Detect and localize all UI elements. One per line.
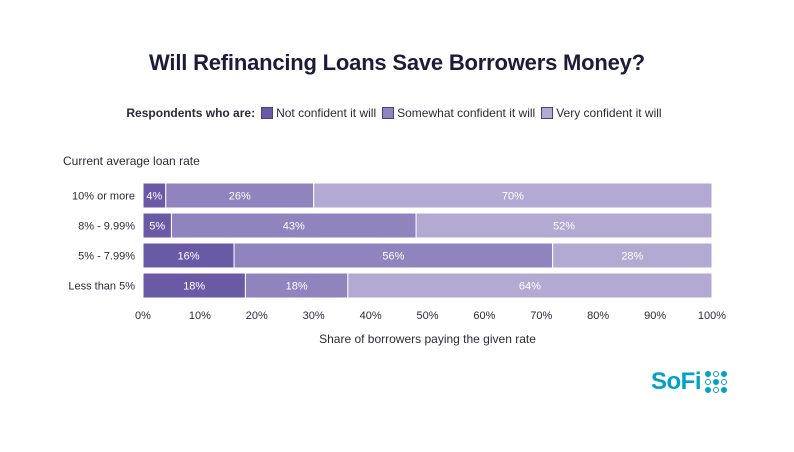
bar-not-confident-it-will-8-9-99 xyxy=(142,212,172,239)
bar-somewhat-confident-it-will-less-than-5 xyxy=(244,272,349,299)
data-label-somewhat-confident-it-will-8-9-99: 43% xyxy=(283,221,305,233)
data-label-not-confident-it-will-less-than-5: 18% xyxy=(183,281,205,293)
data-label-very-confident-it-will-8-9-99: 52% xyxy=(553,221,575,233)
data-label-very-confident-it-will-less-than-5: 64% xyxy=(519,281,541,293)
data-label-somewhat-confident-it-will-10-or-more: 26% xyxy=(229,191,251,203)
x-tick-3: 30% xyxy=(303,310,325,322)
legend-item-somewhat-confident: Somewhat confident it will xyxy=(382,106,535,120)
x-tick-4: 40% xyxy=(360,310,382,322)
legend-item-not-confident: Not confident it will xyxy=(261,106,376,120)
data-label-not-confident-it-will-8-9-99: 5% xyxy=(149,221,165,233)
legend-label-somewhat-confident: Somewhat confident it will xyxy=(397,106,536,120)
bar-very-confident-it-will-10-or-more xyxy=(313,182,713,209)
bar-very-confident-it-will-less-than-5 xyxy=(347,272,713,299)
x-tick-5: 50% xyxy=(416,310,438,322)
bar-very-confident-it-will-8-9-99 xyxy=(415,212,713,239)
x-tick-2: 20% xyxy=(246,310,268,322)
data-label-somewhat-confident-it-will-less-than-5: 18% xyxy=(286,281,308,293)
category-label-10-or-more: 10% or more xyxy=(72,191,135,203)
sofi-logo: SoFi xyxy=(651,368,727,396)
bar-very-confident-it-will-5-7-99 xyxy=(552,242,713,269)
x-tick-0: 0% xyxy=(135,310,151,322)
x-tick-7: 70% xyxy=(530,310,552,322)
logo-text: SoFi xyxy=(651,368,702,395)
legend-swatch-very-confident xyxy=(541,107,554,119)
data-label-somewhat-confident-it-will-5-7-99: 56% xyxy=(382,251,404,263)
data-label-not-confident-it-will-5-7-99: 16% xyxy=(178,251,200,263)
x-tick-10: 100% xyxy=(698,310,726,322)
x-tick-9: 90% xyxy=(644,310,666,322)
x-axis-label: Share of borrowers paying the given rate xyxy=(319,332,536,346)
bar-not-confident-it-will-less-than-5 xyxy=(142,272,246,299)
legend-item-very-confident: Very confident it will xyxy=(541,106,662,120)
bar-somewhat-confident-it-will-8-9-99 xyxy=(170,212,417,239)
category-label-8-9-99: 8% - 9.99% xyxy=(78,221,135,233)
y-axis-label: Current average loan rate xyxy=(63,154,200,168)
bar-somewhat-confident-it-will-5-7-99 xyxy=(233,242,554,269)
legend-swatch-somewhat-confident xyxy=(382,107,395,119)
data-label-very-confident-it-will-10-or-more: 70% xyxy=(502,191,524,203)
x-tick-6: 60% xyxy=(473,310,495,322)
category-label-5-7-99: 5% - 7.99% xyxy=(78,251,135,263)
sofi-dots-icon xyxy=(705,371,727,393)
x-tick-1: 10% xyxy=(189,310,211,322)
data-label-very-confident-it-will-5-7-99: 28% xyxy=(621,251,643,263)
chart-legend: Respondents who are: Not confident it wi… xyxy=(0,106,794,120)
legend-label-not-confident: Not confident it will xyxy=(276,106,377,120)
bar-not-confident-it-will-5-7-99 xyxy=(142,242,235,269)
legend-label-very-confident: Very confident it will xyxy=(556,106,662,120)
category-label-less-than-5: Less than 5% xyxy=(68,281,135,293)
legend-prefix: Respondents who are: xyxy=(126,106,256,120)
chart-title: Will Refinancing Loans Save Borrowers Mo… xyxy=(149,50,645,75)
data-label-not-confident-it-will-10-or-more: 4% xyxy=(146,191,162,203)
x-tick-8: 80% xyxy=(587,310,609,322)
legend-swatch-not-confident xyxy=(261,107,274,119)
